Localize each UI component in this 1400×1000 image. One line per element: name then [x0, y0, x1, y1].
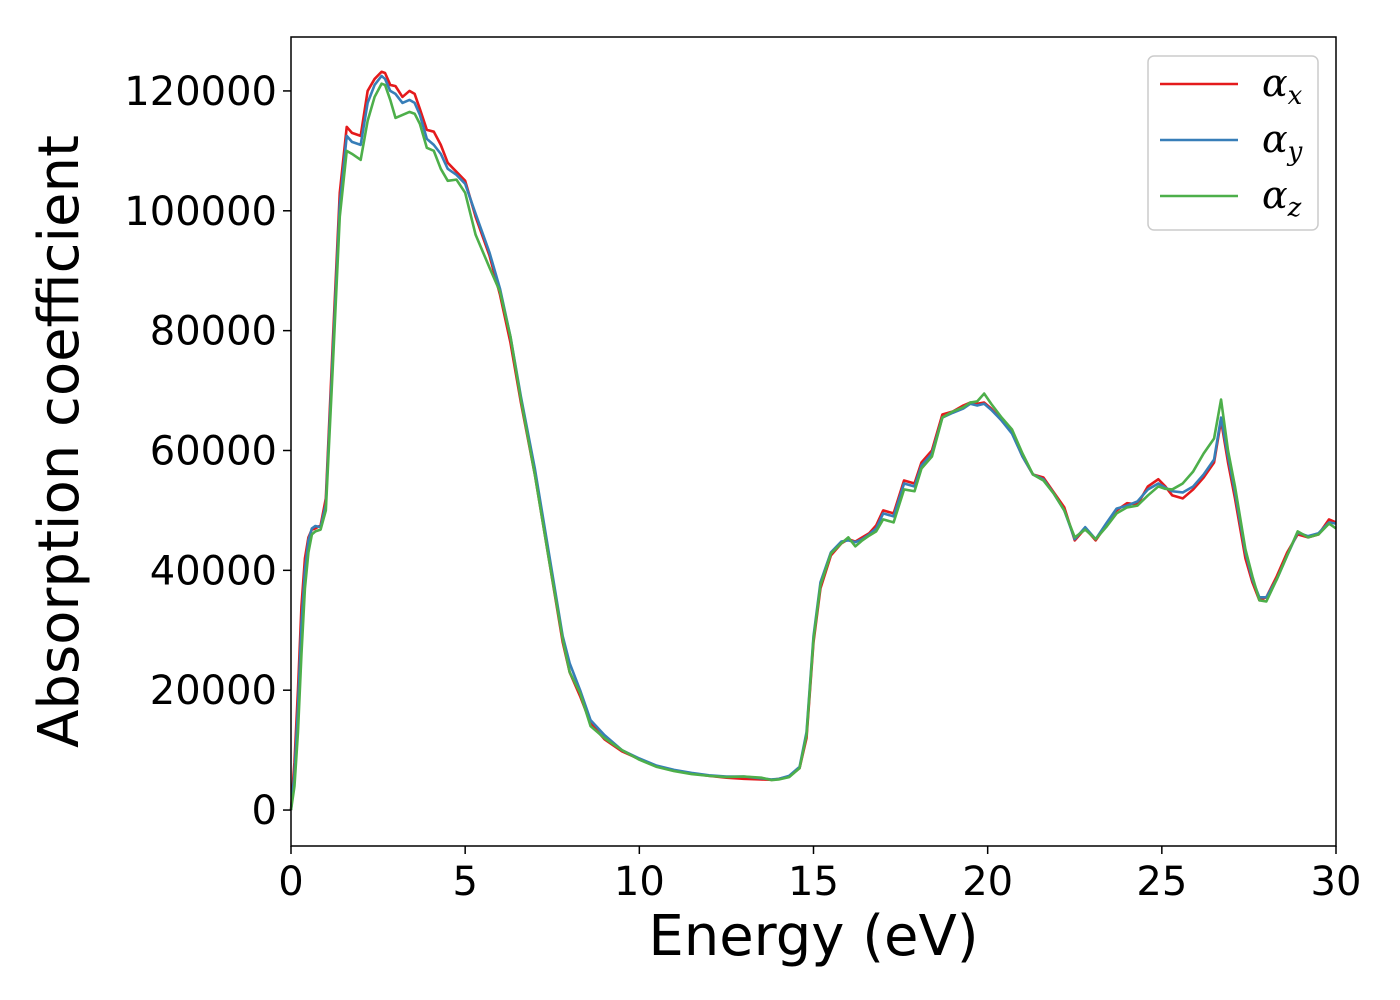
x-tick-label: 10: [614, 859, 665, 905]
y-tick-label: 120000: [124, 69, 277, 115]
x-tick-label: 5: [452, 859, 477, 905]
y-tick-label: 20000: [150, 668, 277, 714]
y-tick-label: 0: [252, 788, 277, 834]
x-axis-ticks: 0 5 10 15 20 25 30: [278, 846, 1361, 905]
y-tick-label: 60000: [150, 428, 277, 474]
x-tick-label: 0: [278, 859, 303, 905]
x-tick-label: 25: [1136, 859, 1187, 905]
y-tick-label: 80000: [150, 309, 277, 355]
x-tick-label: 15: [788, 859, 839, 905]
legend-box: [1147, 55, 1319, 231]
y-tick-label: 40000: [150, 548, 277, 594]
series-line-z: [289, 82, 1337, 811]
series-lines: [289, 70, 1337, 811]
y-axis-ticks: 0 20000 40000 60000 80000 100000 120000: [124, 69, 291, 834]
y-tick-label: 100000: [124, 189, 277, 235]
y-axis-title: Absorption coefficient: [27, 135, 92, 748]
x-tick-label: 30: [1311, 859, 1362, 905]
legend-label-z: αz: [1262, 173, 1302, 223]
x-tick-label: 20: [962, 859, 1013, 905]
x-axis-title: Energy (eV): [648, 904, 978, 969]
